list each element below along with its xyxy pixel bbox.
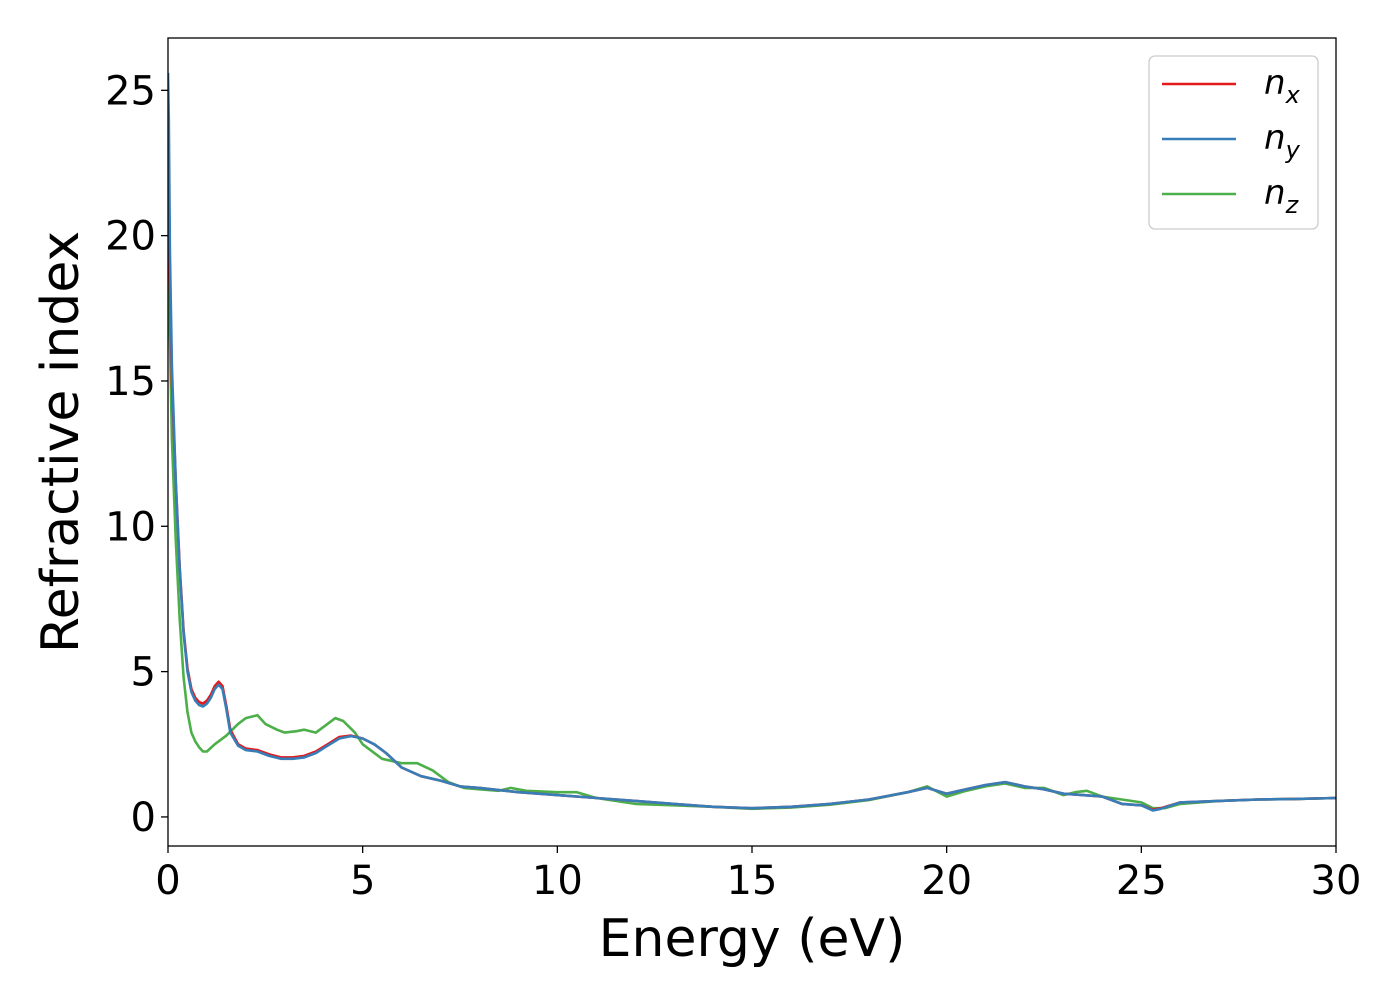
legend-label: ny [1264, 118, 1301, 164]
y-tick-label: 5 [131, 650, 156, 696]
legend-label: nx [1264, 63, 1301, 109]
legend-box [1148, 55, 1319, 230]
y-tick-label: 0 [131, 795, 156, 841]
y-tick-label: 15 [105, 359, 156, 405]
x-tick-label: 20 [921, 858, 972, 904]
legend-entry-ny: ny [1162, 118, 1301, 164]
y-tick-label: 20 [105, 214, 156, 260]
x-tick-label: 5 [350, 858, 375, 904]
x-tick-label: 0 [155, 858, 180, 904]
x-tick-label: 25 [1116, 858, 1167, 904]
legend-entry-nz: nz [1162, 173, 1300, 219]
x-tick-label: 15 [727, 858, 778, 904]
ticks-layer: 0 5 10 15 20 25 30 0 5 10 15 20 25 [105, 68, 1361, 904]
y-tick-label: 25 [105, 68, 156, 114]
x-tick-label: 10 [532, 858, 583, 904]
x-axis-label: Energy (eV) [599, 909, 906, 969]
series-layer [168, 72, 1336, 812]
legend: nx ny nz [1148, 55, 1319, 230]
legend-entry-nx: nx [1162, 63, 1301, 109]
y-axis-label: Refractive index [31, 231, 91, 653]
series-line-ny [168, 72, 1336, 812]
y-tick-label: 10 [105, 504, 156, 550]
legend-label: nz [1264, 173, 1300, 219]
x-tick-label: 30 [1311, 858, 1362, 904]
